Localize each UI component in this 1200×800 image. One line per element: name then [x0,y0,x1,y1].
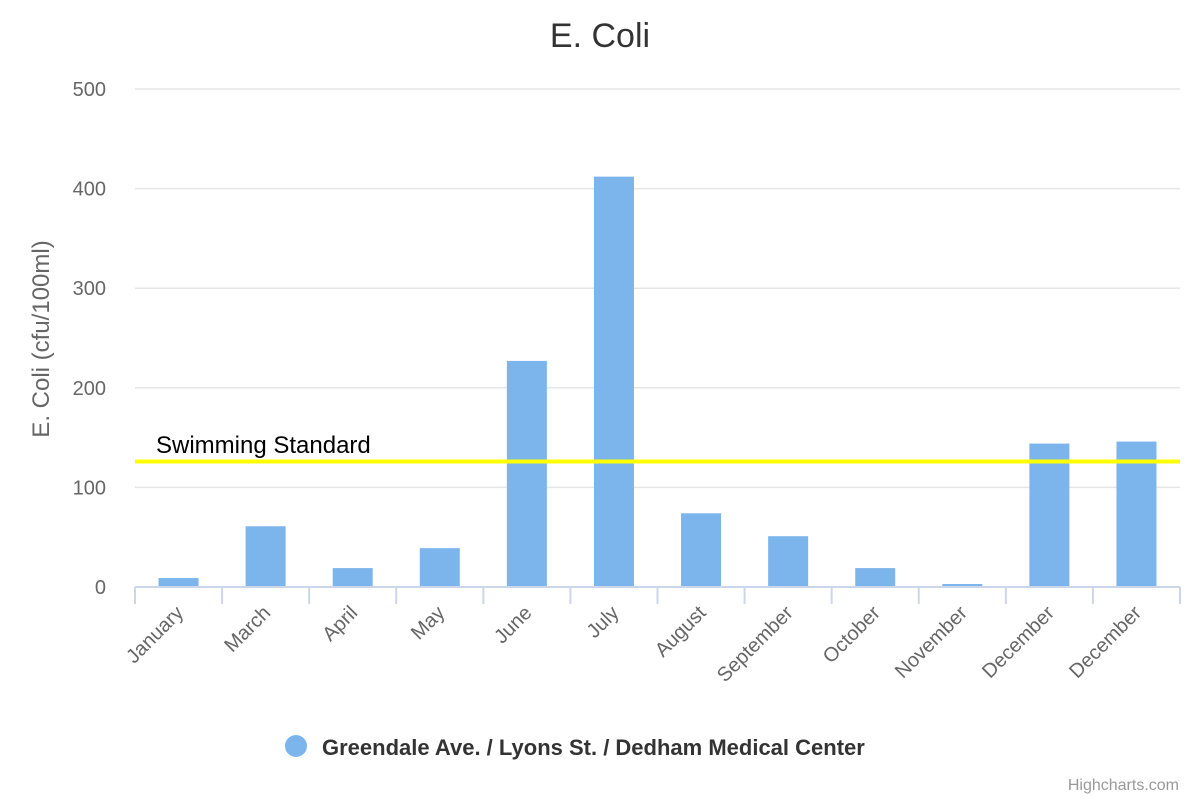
bar-january-0[interactable] [158,578,199,587]
legend-item-label[interactable]: Greendale Ave. / Lyons St. / Dedham Medi… [322,735,865,760]
x-tick-label: August [651,602,711,662]
swimming-standard-label: Swimming Standard [156,432,371,459]
x-tick-label: April [318,602,362,646]
bar-august-6[interactable] [681,513,722,587]
x-tick-label: November [891,602,972,683]
x-tick-label: January [122,602,188,668]
x-tick-label: December [1065,602,1146,683]
y-tick-label: 500 [73,79,106,101]
bar-april-2[interactable] [332,568,373,587]
y-tick-label: 200 [73,378,106,400]
y-tick-label: 100 [73,477,106,499]
bar-december-11[interactable] [1116,441,1157,587]
legend-symbol[interactable] [285,735,307,757]
x-tick-label: December [978,602,1059,683]
y-tick-label: 0 [95,577,106,599]
chart-title: E. Coli [550,17,650,55]
bar-december-10[interactable] [1029,443,1070,587]
bar-october-8[interactable] [855,568,896,587]
y-axis-title: E. Coli (cfu/100ml) [28,240,55,437]
y-tick-label: 400 [73,179,106,201]
credits-link[interactable]: Highcharts.com [1068,777,1179,794]
grid-lines [135,88,1180,489]
x-axis-tick-labels: January March April May June July August Septem… [122,602,1146,687]
x-tick-label: March [220,602,275,657]
y-axis-tick-labels: 0 100 200 300 400 500 [73,79,106,599]
x-tick-label: October [819,602,885,668]
x-tick-label: September [713,602,798,687]
bar-series [158,176,1157,587]
bar-july-5[interactable] [593,176,634,587]
y-tick-label: 300 [73,278,106,300]
x-tick-label: June [490,602,536,648]
bar-november-9[interactable] [942,584,983,587]
bar-june-4[interactable] [506,360,547,587]
x-axis [134,586,1181,604]
bar-march-1[interactable] [245,526,286,587]
legend[interactable]: Greendale Ave. / Lyons St. / Dedham Medi… [285,735,865,760]
x-tick-label: July [583,602,624,643]
x-tick-label: May [407,602,449,644]
bar-may-3[interactable] [419,548,460,587]
bar-september-7[interactable] [768,536,809,587]
